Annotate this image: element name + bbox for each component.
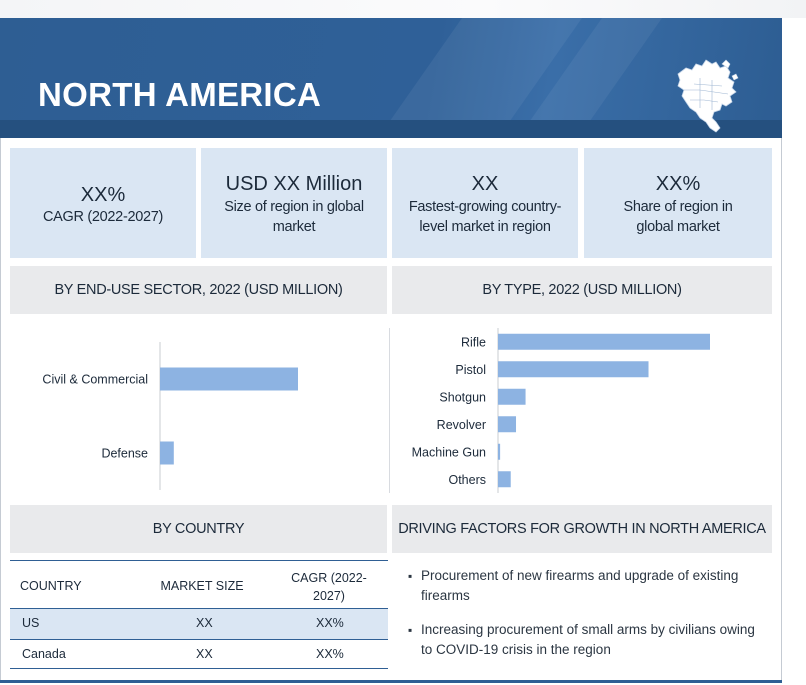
driver-text: Procurement of new firearms and upgrade …: [421, 568, 739, 603]
kpi-market-size: USD XX Million Size of region in global …: [201, 148, 387, 258]
table-cell-country: US: [22, 616, 40, 630]
kpi-label: Share of region in global market: [623, 199, 733, 235]
top-background: [0, 0, 806, 18]
table-cell-country: Canada: [22, 647, 66, 661]
kpi-label: Size of region in global market: [224, 199, 364, 235]
bar: [498, 416, 517, 433]
kpi-value: USD XX Million: [225, 173, 363, 195]
kpi-value: XX%: [80, 184, 126, 206]
category-label: Civil & Commercial: [42, 373, 148, 387]
section-title-drivers: DRIVING FACTORS FOR GROWTH IN NORTH AMER…: [392, 505, 772, 553]
section-title-end-use: BY END-USE SECTOR, 2022 (USD MILLION): [10, 266, 387, 314]
north-america-map-icon: [677, 59, 739, 133]
category-label: Machine Gun: [412, 445, 486, 459]
kpi-label: CAGR (2022-2027): [42, 209, 164, 225]
type-bar-chart: Rifle Pistol Shotgun Revolver Machine Gun Oth…: [412, 328, 710, 493]
section-title-type: BY TYPE, 2022 (USD MILLION): [392, 266, 772, 314]
bar: [498, 388, 526, 405]
table-cell-market-size: XX: [196, 647, 213, 661]
table-header-country: COUNTRY: [20, 579, 82, 593]
table-header-cagr: CAGR (2022-2027): [291, 571, 367, 603]
bar: [160, 441, 174, 465]
table-cell-cagr: XX%: [316, 647, 344, 661]
end-use-bar-chart: Civil & Commercial Defense: [42, 342, 298, 490]
driving-factors-list: ▪ Procurement of new firearms and upgrad…: [408, 566, 768, 674]
kpi-value: XX%: [655, 173, 701, 195]
kpi-fastest-growing: XX Fastest-growing country-level market …: [392, 148, 578, 258]
table-cell-market-size: XX: [196, 616, 213, 630]
kpi-cagr: XX% CAGR (2022-2027): [10, 148, 196, 258]
list-item: ▪ Procurement of new firearms and upgrad…: [408, 566, 768, 606]
driver-text: Increasing procurement of small arms by …: [421, 622, 755, 657]
header-band: [0, 120, 782, 138]
bar: [160, 367, 298, 391]
chart-divider: [389, 328, 390, 493]
table-row-rule: [10, 639, 388, 640]
section-title-country: BY COUNTRY: [10, 505, 387, 553]
category-label: Shotgun: [439, 390, 486, 404]
table-bottom-rule: [10, 668, 388, 669]
category-label: Revolver: [437, 418, 486, 432]
bottom-rule: [0, 680, 782, 683]
table-cell-cagr: XX%: [316, 616, 344, 630]
bar: [498, 443, 501, 460]
kpi-share: XX% Share of region in global market: [584, 148, 772, 258]
category-label: Defense: [101, 447, 148, 461]
table-header-rule: [10, 608, 388, 609]
table-row: Canada XX XX%: [10, 640, 388, 670]
table-row: US XX XX%: [10, 609, 388, 639]
bar: [498, 471, 511, 488]
kpi-label: Fastest-growing country-level market in …: [408, 199, 562, 235]
category-label: Pistol: [455, 363, 486, 377]
kpi-value: XX: [471, 173, 499, 195]
bullet-icon: ▪: [408, 569, 413, 583]
category-label: Rifle: [461, 335, 486, 349]
list-item: ▪ Increasing procurement of small arms b…: [408, 620, 768, 660]
page-title: NORTH AMERICA: [38, 76, 322, 113]
table-top-rule: [10, 560, 388, 561]
table-header-market-size: MARKET SIZE: [160, 579, 244, 593]
bullet-icon: ▪: [408, 623, 413, 637]
header-banner: NORTH AMERICA: [0, 18, 782, 138]
category-label: Others: [448, 473, 486, 487]
bar: [498, 361, 649, 378]
bar: [498, 333, 710, 350]
